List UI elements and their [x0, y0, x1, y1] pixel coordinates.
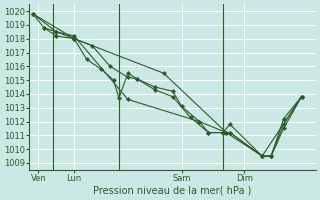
X-axis label: Pression niveau de la mer( hPa ): Pression niveau de la mer( hPa ) [93, 186, 252, 196]
